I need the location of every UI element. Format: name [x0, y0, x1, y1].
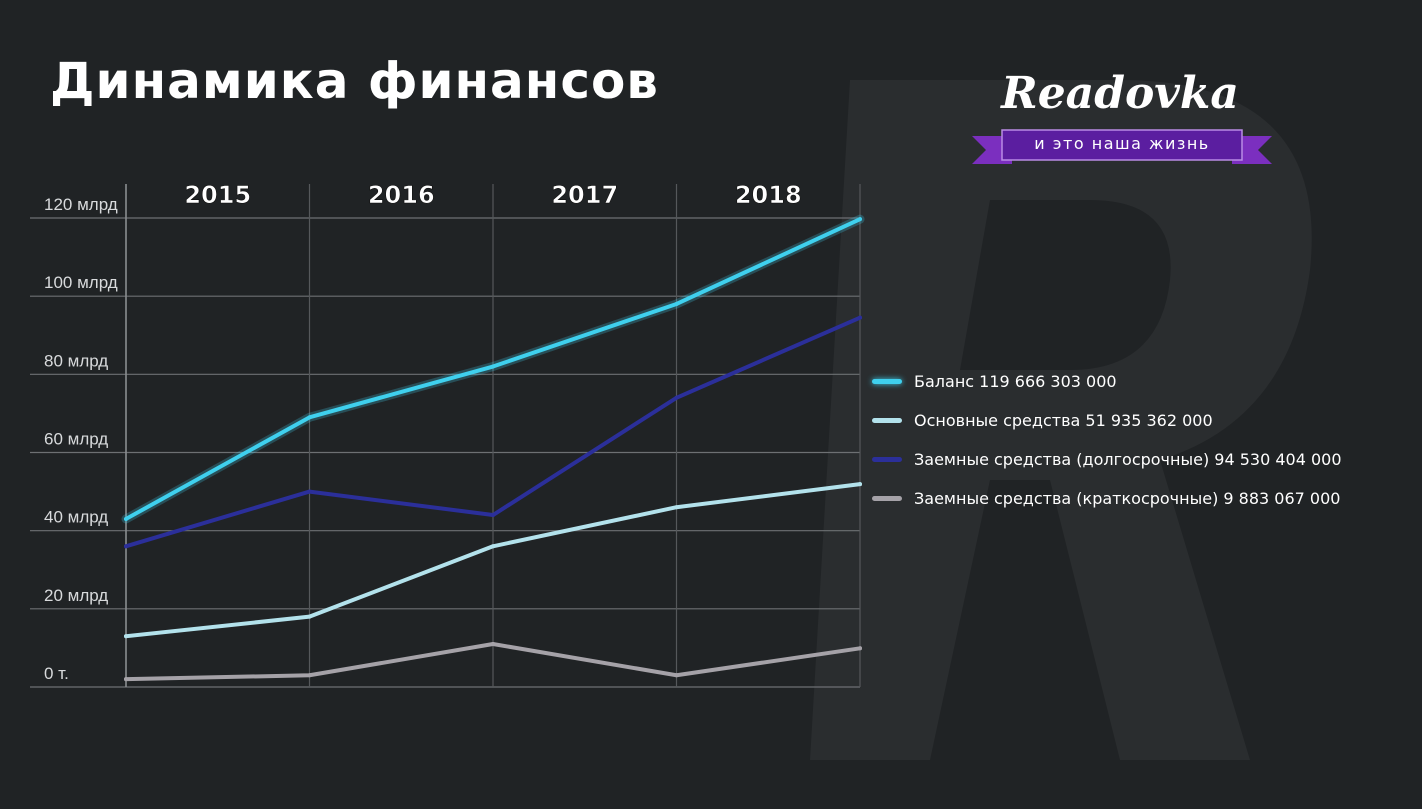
series-point: [124, 634, 128, 639]
series-point: [307, 614, 312, 619]
series-point: [491, 364, 495, 369]
x-category-label: 2015: [184, 181, 251, 209]
logo-ribbon: [972, 129, 1272, 164]
series-point: [307, 415, 312, 420]
y-tick-label: 100 млрд: [44, 273, 118, 292]
series-point: [491, 642, 495, 647]
legend-swatch: [872, 457, 902, 462]
legend-label: Основные средства 51 935 362 000: [914, 411, 1213, 430]
x-category-label: 2018: [735, 181, 802, 209]
y-tick-label: 0 т.: [44, 664, 69, 683]
series-point: [858, 315, 862, 320]
y-tick-label: 120 млрд: [44, 195, 118, 214]
x-category-label: 2017: [551, 181, 618, 209]
y-tick-label: 40 млрд: [44, 508, 108, 527]
y-tick-label: 60 млрд: [44, 430, 108, 449]
legend-item: Основные средства 51 935 362 000: [872, 401, 1342, 440]
series-point: [307, 673, 312, 678]
legend-item: Заемные средства (долгосрочные) 94 530 4…: [872, 440, 1342, 479]
series-point: [307, 489, 312, 494]
series-point: [674, 395, 679, 400]
legend-item: Баланс 119 666 303 000: [872, 362, 1342, 401]
logo-tagline: и это наша жизнь: [1034, 134, 1210, 153]
series-point: [124, 544, 128, 549]
series-point: [674, 673, 679, 678]
legend-swatch: [872, 418, 902, 423]
x-category-label: 2016: [368, 181, 435, 209]
series-point: [674, 505, 679, 510]
legend-swatch: [872, 379, 902, 384]
legend-label: Заемные средства (краткосрочные) 9 883 0…: [914, 489, 1341, 508]
y-tick-label: 20 млрд: [44, 586, 108, 605]
legend-label: Баланс 119 666 303 000: [914, 372, 1117, 391]
page-title: Динамика финансов: [50, 52, 659, 110]
logo-name: Readovka: [1001, 68, 1239, 119]
series-point: [674, 301, 679, 306]
series-point: [491, 544, 495, 549]
series-point: [491, 513, 495, 518]
chart-legend: Баланс 119 666 303 000 Основные средства …: [872, 362, 1342, 518]
legend-item: Заемные средства (краткосрочные) 9 883 0…: [872, 479, 1342, 518]
readovka-logo: Readovka и это наша жизнь: [972, 70, 1272, 170]
series-point: [858, 646, 862, 651]
legend-label: Заемные средства (долгосрочные) 94 530 4…: [914, 450, 1342, 469]
series-point: [124, 516, 128, 521]
series-point: [124, 677, 128, 682]
series-point: [858, 482, 862, 487]
y-tick-label: 80 млрд: [44, 351, 108, 370]
series-point: [858, 217, 862, 222]
legend-swatch: [872, 496, 902, 501]
